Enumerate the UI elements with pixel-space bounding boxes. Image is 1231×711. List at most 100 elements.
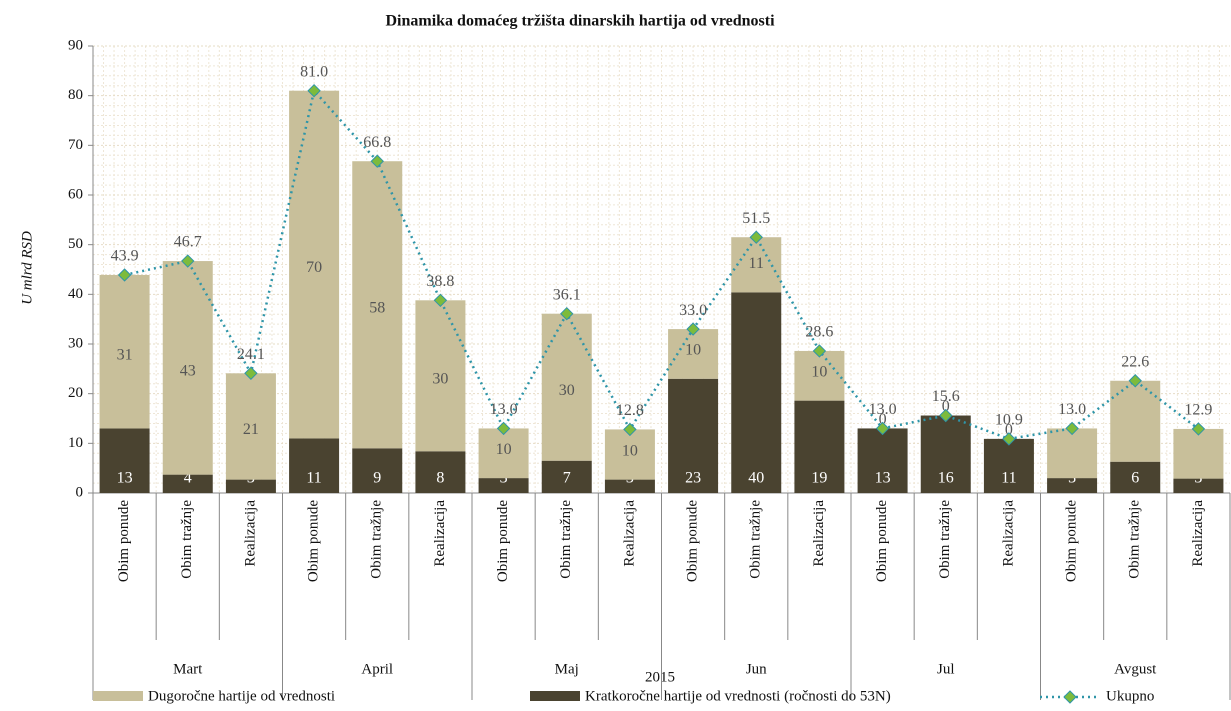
data-label: 10 bbox=[622, 442, 638, 459]
data-label: 16 bbox=[938, 470, 954, 487]
bar-segment bbox=[415, 300, 466, 452]
data-label: 8 bbox=[436, 470, 444, 487]
x-tick-label: Obim ponude bbox=[116, 500, 132, 582]
data-label: 10 bbox=[811, 363, 827, 380]
legend-label: Ukupno bbox=[1106, 688, 1154, 704]
total-line bbox=[124, 88, 1200, 441]
bar-segment bbox=[289, 90, 340, 439]
bar-segment bbox=[541, 460, 592, 493]
bar-segment bbox=[857, 428, 908, 493]
total-label: 13.0 bbox=[869, 401, 897, 418]
legend-swatch bbox=[530, 691, 580, 701]
x-tick-label: Obim ponude bbox=[1064, 500, 1080, 582]
total-label: 24.1 bbox=[237, 346, 265, 363]
y-axis-title: U mlrd RSD bbox=[19, 231, 35, 305]
total-marker bbox=[560, 306, 574, 321]
bar-segment bbox=[1173, 478, 1224, 493]
total-marker bbox=[1065, 421, 1079, 436]
data-label: 30 bbox=[432, 370, 448, 387]
data-label: 0 bbox=[1005, 422, 1013, 439]
bar-segment bbox=[225, 479, 276, 493]
x-tick-label: Realizacija bbox=[242, 500, 258, 567]
total-label: 12.9 bbox=[1184, 402, 1212, 419]
total-label: 33.0 bbox=[679, 302, 707, 319]
x-tick-label: Realizacija bbox=[1000, 500, 1016, 567]
total-label: 38.8 bbox=[426, 273, 454, 290]
bar-segment bbox=[1047, 478, 1098, 493]
data-label: 10 bbox=[496, 441, 512, 458]
x-tick-label: Realizacija bbox=[621, 500, 637, 567]
x-tick-label: Obim tražnje bbox=[179, 500, 195, 579]
group-label: Avgust bbox=[1114, 661, 1157, 677]
x-tick-label: Realizacija bbox=[432, 500, 448, 567]
bar-segment bbox=[225, 373, 276, 480]
total-marker bbox=[1191, 422, 1206, 436]
total-marker bbox=[181, 254, 195, 268]
x-axis-title: 2015 bbox=[645, 669, 675, 685]
group-label: Jun bbox=[746, 661, 767, 677]
total-marker bbox=[875, 421, 890, 436]
bar-segment bbox=[1110, 461, 1161, 493]
total-marker bbox=[1002, 432, 1016, 446]
total-label: 12.8 bbox=[616, 402, 644, 419]
x-tick-label: Obim tražnje bbox=[1127, 500, 1143, 579]
x-tick-label: Obim ponude bbox=[495, 500, 511, 582]
y-tick-label: 70 bbox=[68, 137, 83, 153]
total-label: 81.0 bbox=[300, 63, 328, 80]
data-label: 11 bbox=[306, 470, 321, 487]
total-marker bbox=[812, 344, 827, 358]
total-marker bbox=[496, 421, 511, 436]
data-label: 0 bbox=[942, 398, 950, 415]
data-label: 70 bbox=[306, 259, 322, 276]
total-label: 13.0 bbox=[1058, 401, 1086, 418]
x-tick-label: Obim tražnje bbox=[558, 500, 574, 579]
bar-segment bbox=[604, 429, 655, 480]
y-tick-label: 60 bbox=[68, 186, 83, 202]
total-label: 15.6 bbox=[932, 388, 960, 405]
total-marker bbox=[749, 230, 763, 244]
data-label: 31 bbox=[117, 346, 133, 363]
total-marker bbox=[939, 408, 953, 423]
y-tick-label: 90 bbox=[68, 37, 83, 53]
x-tick-label: Obim tražnje bbox=[937, 500, 953, 579]
bar-segment bbox=[1173, 428, 1224, 479]
y-tick-label: 10 bbox=[68, 435, 83, 451]
data-label: 4 bbox=[184, 470, 192, 487]
legend-swatch bbox=[93, 691, 143, 701]
bar-segment bbox=[983, 438, 1034, 493]
bar-segment bbox=[352, 161, 403, 449]
legend-marker bbox=[1063, 690, 1077, 704]
data-label: 9 bbox=[373, 470, 381, 487]
bar-segment bbox=[99, 428, 150, 493]
group-label: Mart bbox=[173, 661, 203, 677]
total-label: 46.7 bbox=[174, 234, 202, 251]
bar-segment bbox=[794, 400, 845, 493]
x-tick-label: Obim ponude bbox=[685, 500, 701, 582]
total-label: 22.6 bbox=[1121, 353, 1149, 370]
bar-segment bbox=[162, 474, 213, 493]
data-label: 40 bbox=[748, 470, 764, 487]
x-tick-label: Obim tražnje bbox=[748, 500, 764, 579]
data-label: 11 bbox=[749, 255, 764, 272]
bar-segment bbox=[1047, 428, 1098, 479]
data-label: 13 bbox=[117, 470, 133, 487]
y-tick-label: 50 bbox=[68, 236, 83, 252]
data-label: 58 bbox=[369, 299, 385, 316]
data-label: 23 bbox=[685, 470, 701, 487]
y-tick-label: 80 bbox=[68, 87, 83, 103]
y-tick-label: 30 bbox=[68, 335, 83, 351]
bar-segment bbox=[415, 451, 466, 493]
data-label: 13 bbox=[875, 470, 891, 487]
x-tick-label: Obim tražnje bbox=[369, 500, 385, 579]
data-label: 7 bbox=[563, 470, 571, 487]
bar-segment bbox=[289, 438, 340, 493]
x-tick-label: Obim ponude bbox=[306, 500, 322, 582]
total-marker bbox=[1128, 374, 1142, 388]
x-tick-label: Realizacija bbox=[811, 500, 827, 567]
bar-segment bbox=[478, 428, 529, 479]
data-label: 3 bbox=[500, 470, 508, 487]
bar-segment bbox=[162, 261, 213, 475]
data-label: 19 bbox=[811, 470, 827, 487]
bar-segment bbox=[604, 479, 655, 493]
